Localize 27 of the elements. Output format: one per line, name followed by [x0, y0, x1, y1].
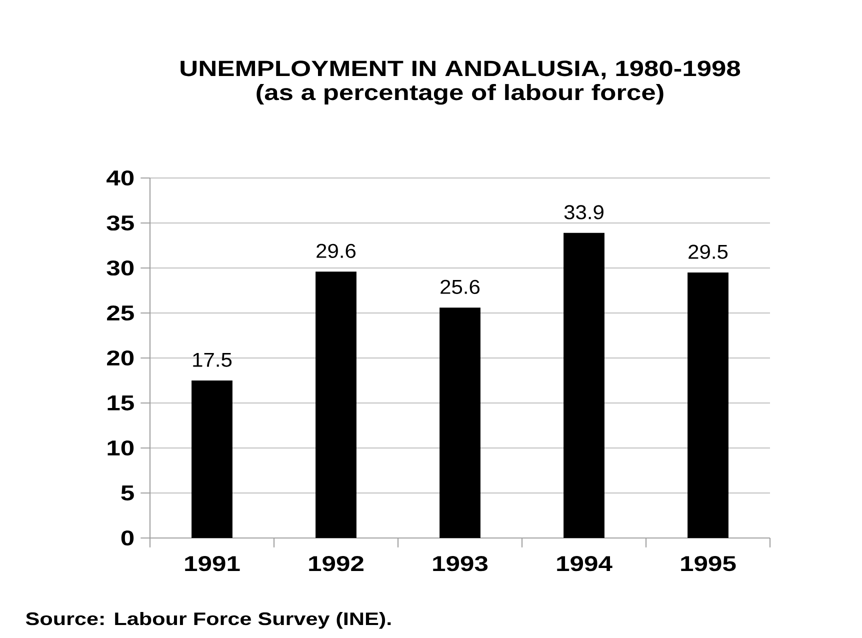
y-tick-label: 35 [106, 215, 134, 231]
bar [440, 308, 480, 538]
y-tick-label: 25 [107, 305, 134, 321]
data-label: 33.9 [564, 205, 604, 220]
x-tick-label: 1994 [557, 556, 612, 572]
data-label: 29.6 [316, 244, 356, 258]
bar [564, 232, 604, 538]
y-tick-label: 5 [121, 486, 134, 500]
data-label: 17.5 [193, 352, 232, 367]
x-tick-label: 1992 [309, 556, 364, 572]
y-tick-label: 40 [106, 170, 134, 186]
x-tick-label: 1993 [433, 556, 488, 572]
bar [316, 272, 356, 538]
bar [192, 380, 232, 538]
y-tick-label: 15 [108, 396, 134, 410]
bar [688, 272, 728, 538]
y-tick-label: 0 [121, 530, 134, 546]
x-tick-label: 1995 [681, 556, 736, 572]
data-label: 29.5 [688, 244, 728, 259]
x-tick-label: 1991 [185, 556, 240, 572]
y-tick-label: 10 [108, 440, 134, 456]
y-tick-label: 20 [107, 350, 134, 366]
y-tick-label: 30 [106, 260, 134, 276]
chart-title: UNEMPLOYMENT IN ANDALUSIA, 1980-1998 [180, 60, 740, 80]
chart-subtitle: (as a percentage of labour force) [256, 84, 664, 105]
source-note: Source: Labour Force Survey (INE). [26, 612, 391, 629]
data-label: 25.6 [440, 280, 480, 294]
